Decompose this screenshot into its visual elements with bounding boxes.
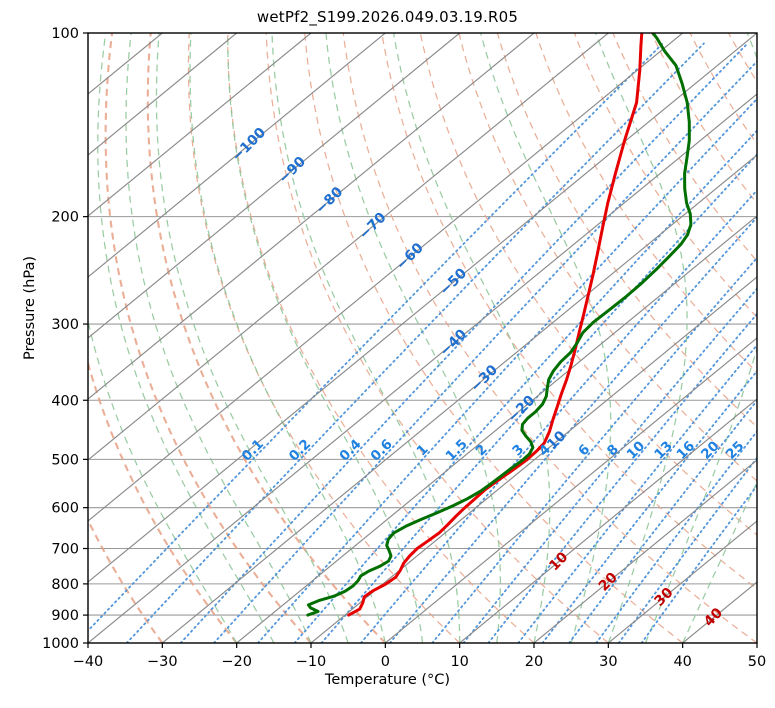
svg-text:1000: 1000	[42, 636, 79, 652]
background-gridlines	[88, 33, 757, 643]
svg-text:0: 0	[381, 654, 390, 670]
svg-text:−20: −20	[221, 654, 252, 670]
svg-text:50: 50	[748, 654, 766, 670]
page-title: wetPf2_S199.2026.049.03.19.R05	[256, 8, 519, 26]
plot-border	[87, 32, 758, 644]
svg-text:−40: −40	[73, 654, 104, 670]
svg-text:800: 800	[51, 577, 79, 593]
svg-text:100: 100	[51, 26, 79, 42]
svg-text:500: 500	[51, 452, 79, 468]
svg-text:700: 700	[51, 542, 79, 558]
svg-text:400: 400	[51, 393, 79, 409]
svg-text:30: 30	[599, 654, 617, 670]
svg-text:20: 20	[525, 654, 543, 670]
svg-text:200: 200	[51, 210, 79, 226]
x-axis-label: Temperature (°C)	[324, 672, 451, 688]
svg-text:600: 600	[51, 501, 79, 517]
sounding-curves	[306, 33, 693, 617]
svg-text:−30: −30	[147, 654, 178, 670]
svg-text:10: 10	[450, 654, 468, 670]
svg-text:40: 40	[673, 654, 691, 670]
svg-text:300: 300	[51, 317, 79, 333]
svg-text:−10: −10	[296, 654, 327, 670]
svg-text:900: 900	[51, 608, 79, 624]
